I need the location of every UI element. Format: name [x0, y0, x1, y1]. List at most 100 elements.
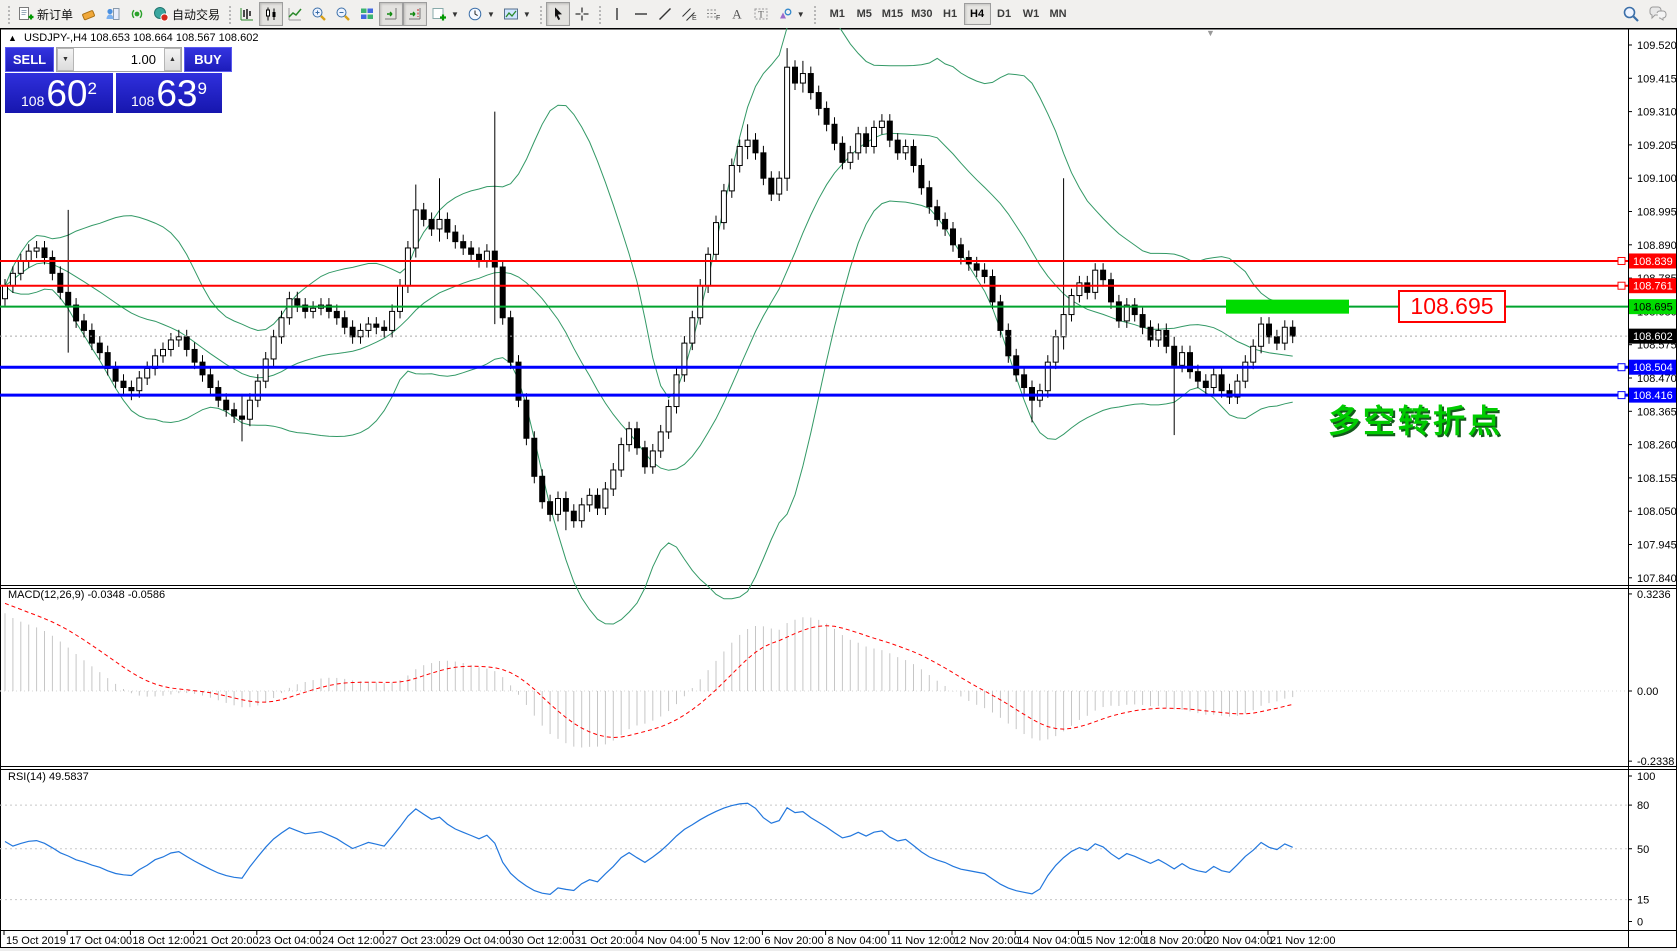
fibonacci-button[interactable]: F [701, 2, 725, 26]
volume-decrease-button[interactable]: ▼ [57, 48, 74, 71]
svg-text:108.839: 108.839 [1633, 256, 1673, 268]
vertical-line-button[interactable] [605, 2, 629, 26]
collapse-arrow-icon[interactable]: ▲ [8, 33, 17, 43]
label-button[interactable]: T [749, 2, 773, 26]
auto-scroll-icon [383, 6, 399, 22]
sell-price-display[interactable]: 108 60 2 [5, 73, 113, 113]
timeframe-button-H4[interactable]: H4 [963, 3, 991, 25]
toolbar-grip[interactable] [537, 4, 543, 24]
volume-increase-button[interactable]: ▲ [164, 48, 181, 71]
timeframe-button-D1[interactable]: D1 [997, 8, 1012, 20]
periods-button[interactable]: ▼ [463, 2, 499, 26]
timeframe-button-MN[interactable]: MN [1049, 8, 1067, 20]
svg-text:108.602: 108.602 [1633, 331, 1673, 343]
timeframe-button-W1[interactable]: W1 [1022, 8, 1040, 20]
toolbar-grip[interactable] [227, 4, 233, 24]
timeframe-toolbar: M1 M5 M15 M30 H1 H4 D1 W1 MN [824, 3, 1072, 25]
signals-button[interactable] [125, 2, 149, 26]
volume-stepper: ▼ ▲ [56, 47, 182, 72]
buy-button[interactable]: BUY [184, 47, 232, 72]
new-order-icon [18, 6, 34, 22]
timeframe-button-M30[interactable]: M30 [911, 8, 933, 20]
timeframe-button-H1[interactable]: H1 [943, 8, 958, 20]
new-order-button[interactable]: 新订单 [14, 2, 77, 26]
timeframe-button-M1[interactable]: M1 [829, 8, 845, 20]
svg-text:0.00: 0.00 [1637, 686, 1658, 698]
svg-text:E: E [692, 15, 697, 22]
toolbar-grip[interactable] [811, 4, 817, 24]
bar-chart-button[interactable] [235, 2, 259, 26]
tile-windows-button[interactable] [355, 2, 379, 26]
svg-text:14 Nov 04:00: 14 Nov 04:00 [1017, 935, 1082, 947]
highlight-bar[interactable] [1226, 299, 1349, 314]
shapes-button[interactable]: ▼ [773, 2, 809, 26]
svg-text:31 Oct 20:00: 31 Oct 20:00 [575, 935, 638, 947]
sell-price-prefix: 108 [21, 92, 45, 109]
line-chart-icon [287, 6, 303, 22]
price-callout-box[interactable]: 108.695 [1398, 290, 1506, 323]
text-button[interactable]: A [725, 2, 749, 26]
search-icon[interactable] [1622, 5, 1640, 23]
trendline-icon [657, 6, 673, 22]
svg-text:-0.2338: -0.2338 [1637, 756, 1674, 768]
time-axis: 15 Oct 2019 17 Oct 04:00 18 Oct 12:00 21 Oc… [3, 931, 1335, 947]
indicators-icon [431, 6, 447, 22]
one-click-trading-panel: SELL ▼ ▲ BUY 108 60 2 108 63 9 [5, 47, 232, 113]
templates-icon [503, 6, 519, 22]
svg-text:23 Oct 04:00: 23 Oct 04:00 [259, 935, 322, 947]
templates-button[interactable]: ▼ [499, 2, 535, 26]
trendline-button[interactable] [653, 2, 677, 26]
svg-text:A: A [732, 7, 742, 22]
volume-input[interactable] [74, 48, 164, 71]
chat-icon[interactable] [1648, 5, 1668, 23]
buy-price-display[interactable]: 108 63 9 [116, 73, 222, 113]
zoom-out-button[interactable] [331, 2, 355, 26]
sell-price-big: 60 [46, 72, 88, 114]
zoom-in-button[interactable] [307, 2, 331, 26]
shapes-icon [777, 6, 793, 22]
toolbar-grip[interactable] [6, 4, 11, 24]
svg-text:108.995: 108.995 [1637, 207, 1677, 219]
crosshair-button[interactable] [570, 2, 594, 26]
svg-text:12 Nov 20:00: 12 Nov 20:00 [954, 935, 1019, 947]
chevron-down-icon: ▼ [486, 9, 495, 19]
toolbar-grip[interactable] [596, 4, 602, 24]
zoom-in-icon [311, 6, 327, 22]
svg-text:T: T [758, 10, 764, 20]
rsi-pane [0, 802, 1628, 901]
cursor-button[interactable] [545, 2, 570, 26]
auto-scroll-button[interactable] [379, 2, 404, 26]
chart-shift-marker-icon[interactable]: ▼ [1206, 28, 1215, 38]
horizontal-line-button[interactable] [629, 2, 653, 26]
sell-button[interactable]: SELL [5, 47, 54, 72]
timeframe-button-M5[interactable]: M5 [856, 8, 872, 20]
channel-icon: E [681, 6, 697, 22]
price-axis: 109.520 109.415 109.310 109.205 109.100 108.9… [1628, 40, 1677, 929]
eraser-button[interactable] [77, 2, 101, 26]
chart-frame [0, 27, 1677, 951]
svg-text:108.155: 108.155 [1637, 473, 1677, 485]
chart-ohlc-values: 108.653 108.664 108.567 108.602 [90, 32, 259, 44]
svg-text:15: 15 [1637, 895, 1649, 907]
horizontal-line-icon [633, 6, 649, 22]
buy-price-pip: 9 [197, 79, 207, 98]
svg-text:108.761: 108.761 [1633, 281, 1673, 293]
periods-icon [467, 6, 483, 22]
chart-shift-button[interactable] [403, 2, 428, 26]
auto-trading-icon [153, 6, 169, 22]
svg-text:109.310: 109.310 [1637, 107, 1677, 119]
channel-button[interactable]: E [677, 2, 701, 26]
candlestick-chart-button[interactable] [259, 2, 284, 26]
line-chart-button[interactable] [283, 2, 307, 26]
timeframe-button-M15[interactable]: M15 [881, 8, 904, 20]
profiles-button[interactable] [101, 2, 125, 26]
svg-text:20 Nov 04:00: 20 Nov 04:00 [1207, 935, 1272, 947]
tile-windows-icon [359, 6, 375, 22]
main-toolbar: 新订单 自动交易 [0, 0, 1677, 28]
auto-trading-button[interactable]: 自动交易 [149, 2, 224, 26]
turning-point-annotation[interactable]: 多空转折点 [1328, 403, 1504, 439]
indicators-button[interactable]: ▼ [427, 2, 463, 26]
svg-text:0: 0 [1637, 917, 1643, 929]
svg-text:108.260: 108.260 [1637, 440, 1677, 452]
